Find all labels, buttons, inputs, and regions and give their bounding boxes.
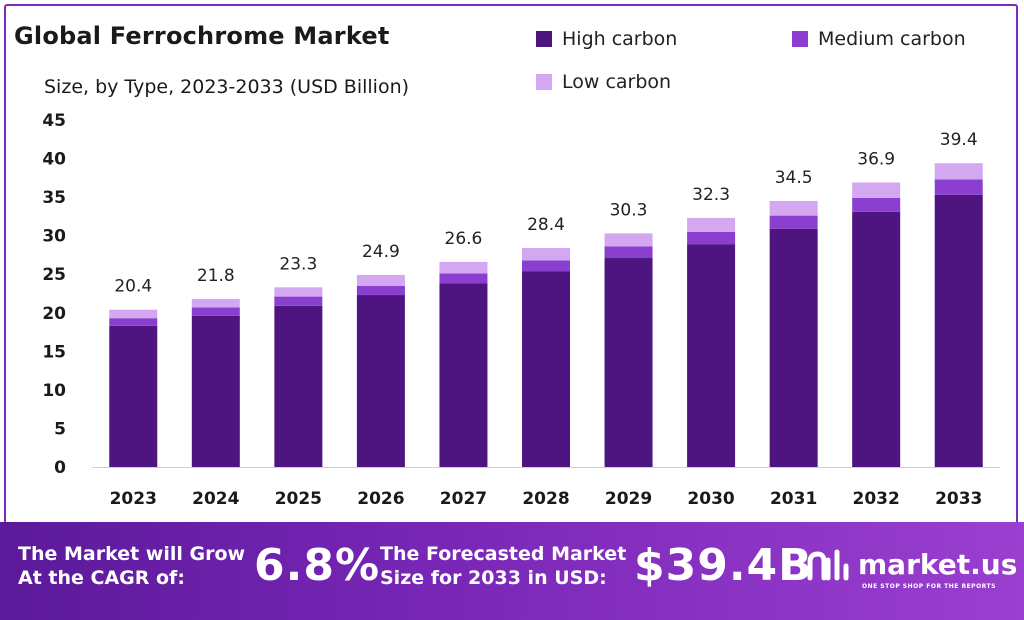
market-us-logo-icon [807,549,849,581]
cagr-value: 6.8% [254,540,381,591]
legend-swatch-low-carbon [536,74,552,90]
y-tick-label: 30 [42,227,66,247]
legend-label-high-carbon: High carbon [562,28,678,50]
x-tick-label: 2029 [605,489,652,509]
x-tick-label: 2032 [853,489,900,509]
chart-frame [4,4,1018,524]
bar-segment-medium-carbon [852,197,901,212]
y-tick-label: 25 [42,265,66,285]
bar-segment-high-carbon [852,211,901,467]
bar-segment-high-carbon [604,258,653,467]
y-tick-label: 20 [42,304,66,324]
y-tick-label: 40 [42,150,66,170]
legend-label-low-carbon: Low carbon [562,71,672,93]
bar-segment-low-carbon [522,248,570,261]
bar-segment-low-carbon [439,261,488,274]
x-tick-label: 2028 [522,489,569,509]
bar-total-label: 26.6 [445,229,483,249]
legend-item-high-carbon: High carbon [536,28,677,50]
bar-segment-high-carbon [191,315,240,467]
brand-name: market.us [858,548,1018,581]
bar-segment-medium-carbon [439,273,488,284]
x-tick-label: 2027 [440,489,487,509]
brand-logo[interactable]: market.us [806,548,1017,582]
bar-total-label: 36.9 [857,149,895,169]
bar-segment-high-carbon [934,194,983,467]
bar-total-label: 30.3 [610,200,648,220]
bar-segment-medium-carbon [522,260,570,272]
y-tick-label: 35 [42,188,66,208]
bar-segment-high-carbon [439,283,488,467]
bar-segment-high-carbon [769,228,818,467]
bar-segment-medium-carbon [191,307,240,316]
bar-total-label: 28.4 [527,215,565,235]
y-tick-label: 15 [42,342,66,362]
x-tick-label: 2033 [935,489,982,509]
bar-total-label: 20.4 [114,277,152,297]
y-tick-label: 45 [42,111,66,131]
chart-subtitle: Size, by Type, 2023-2033 (USD Billion) [44,76,410,98]
bar-total-label: 23.3 [279,254,317,274]
bar-segment-medium-carbon [687,231,736,245]
bar-segment-high-carbon [109,325,158,467]
bar-segment-low-carbon [356,274,405,286]
bar-segment-low-carbon [934,163,983,180]
legend-swatch-high-carbon [536,31,552,47]
bar-segment-low-carbon [769,200,818,216]
x-tick-label: 2026 [357,489,404,509]
forecast-value: $39.4B [634,540,813,591]
x-tick-label: 2025 [275,489,322,509]
bar-segment-low-carbon [109,309,158,319]
bar-segment-low-carbon [852,182,901,198]
bar-segment-high-carbon [274,305,323,467]
bar-segment-low-carbon [191,298,240,308]
brand-tagline: ONE STOP SHOP FOR THE REPORTS [862,583,996,590]
bar-segment-medium-carbon [356,285,405,296]
x-tick-label: 2023 [110,489,157,509]
bar-segment-medium-carbon [274,296,323,306]
x-tick-label: 2031 [770,489,817,509]
bar-segment-medium-carbon [109,318,158,326]
legend-item-low-carbon: Low carbon [536,71,671,93]
bar-segment-medium-carbon [934,179,983,195]
bar-segment-medium-carbon [769,215,818,229]
bar-segment-high-carbon [356,295,405,467]
bar-total-label: 21.8 [197,266,235,286]
y-tick-label: 5 [54,419,66,439]
chart-title: Global Ferrochrome Market [14,22,390,50]
y-tick-label: 10 [42,381,66,401]
cagr-label: The Market will Grow At the CAGR of: [18,543,246,589]
legend-item-medium-carbon: Medium carbon [792,28,966,50]
bar-segment-high-carbon [687,244,736,467]
bar-segment-high-carbon [522,271,570,467]
bar-total-label: 34.5 [775,168,813,188]
legend-swatch-medium-carbon [792,31,808,47]
bar-total-label: 32.3 [692,185,730,205]
x-tick-label: 2024 [192,489,239,509]
bar-segment-medium-carbon [604,246,653,259]
bar-segment-low-carbon [604,233,653,247]
y-tick-label: 0 [54,458,66,478]
bar-total-label: 39.4 [940,130,978,150]
bar-total-label: 24.9 [362,242,400,262]
footer-banner: The Market will Grow At the CAGR of: 6.8… [0,522,1024,620]
bar-segment-low-carbon [274,287,323,297]
forecast-label: The Forecasted Market Size for 2033 in U… [380,543,627,589]
x-tick-label: 2030 [687,489,734,509]
bar-segment-low-carbon [687,217,736,232]
legend-label-medium-carbon: Medium carbon [818,28,966,50]
stacked-bar-chart: 05101520253035404520.4202321.8202423.320… [42,111,1000,509]
